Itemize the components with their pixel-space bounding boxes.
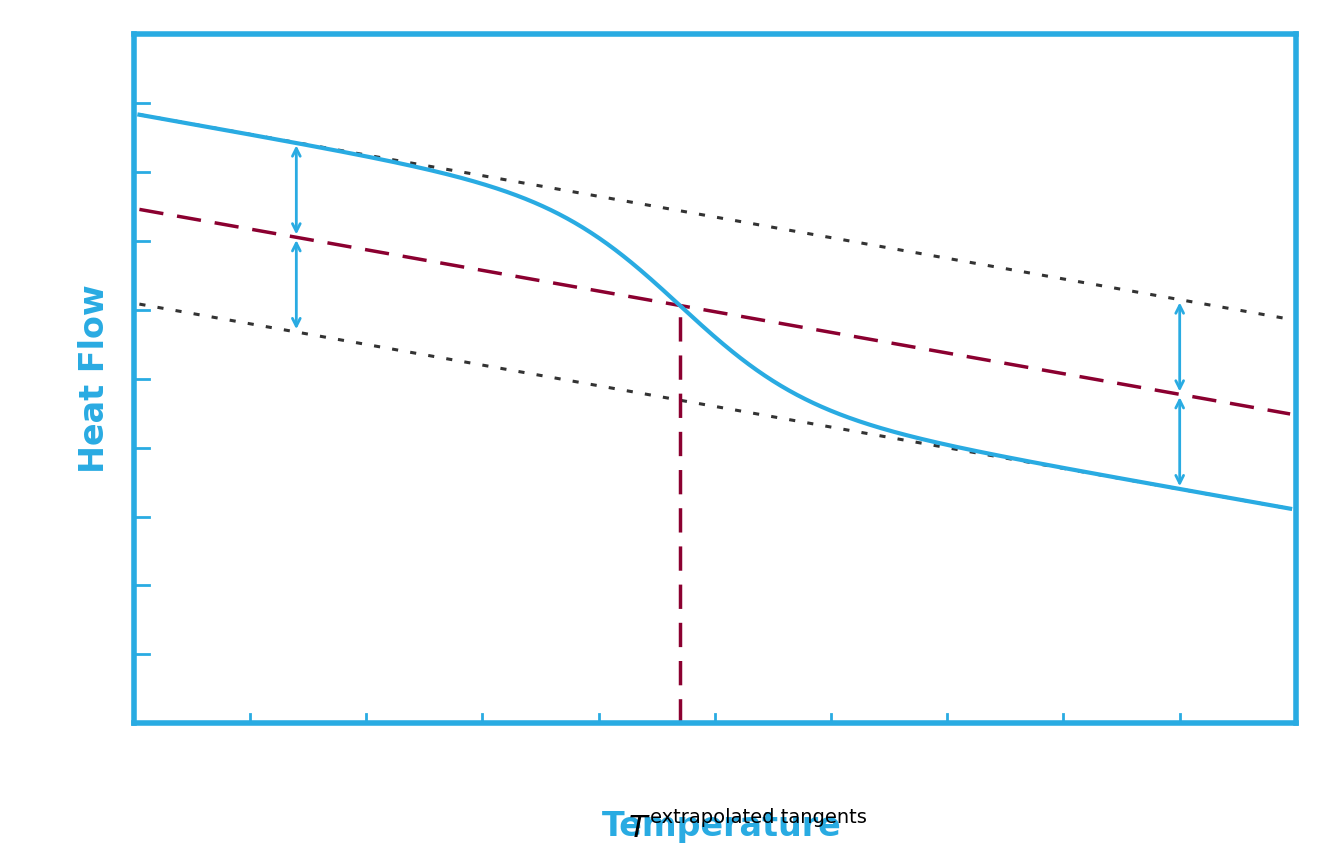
Text: T: T — [628, 814, 647, 843]
Y-axis label: Heat Flow: Heat Flow — [79, 284, 111, 474]
Text: extrapolated tangents: extrapolated tangents — [649, 808, 867, 827]
Text: Temperature: Temperature — [601, 810, 842, 843]
